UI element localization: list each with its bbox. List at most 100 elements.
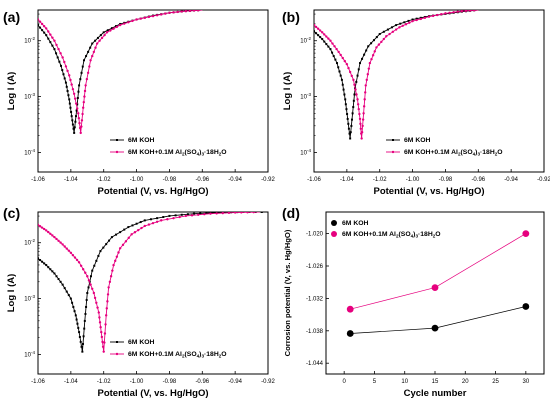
data-point — [314, 23, 316, 27]
data-point — [346, 330, 354, 337]
data-point — [354, 88, 357, 91]
data-point — [80, 125, 83, 128]
data-point — [75, 109, 78, 112]
data-point — [109, 275, 113, 278]
data-point — [73, 256, 77, 259]
data-point — [377, 43, 381, 46]
data-point — [68, 74, 71, 77]
legend-label-part: (SO — [461, 149, 473, 156]
data-point — [131, 224, 134, 227]
data-point — [71, 119, 74, 122]
data-point — [355, 80, 358, 83]
data-point — [79, 131, 82, 135]
data-point — [348, 70, 352, 74]
data-point — [351, 112, 354, 115]
data-point — [110, 236, 113, 239]
data-point — [63, 287, 66, 290]
data-point — [70, 115, 73, 118]
data-point — [115, 255, 119, 258]
data-point — [329, 39, 332, 42]
data-point — [329, 48, 332, 51]
data-point — [59, 52, 62, 55]
data-point — [411, 18, 414, 21]
data-point — [337, 50, 340, 54]
data-point — [350, 118, 353, 121]
data-point — [334, 58, 337, 61]
y-axis-label: Log I (A) — [6, 274, 17, 313]
data-point — [172, 216, 175, 220]
legend-label: 6M KOH — [342, 220, 369, 227]
legend-label-part: ) — [475, 149, 477, 156]
data-point — [143, 16, 146, 20]
data-point — [71, 301, 74, 304]
data-point — [69, 297, 72, 300]
data-point — [71, 123, 74, 126]
x-tick-label: -0.96 — [195, 177, 209, 183]
data-point — [178, 215, 181, 219]
x-tick-label: -0.92 — [261, 379, 275, 385]
y-tick-base: 10 — [24, 352, 31, 358]
data-point — [74, 314, 77, 317]
legend-subscript: 2 — [182, 354, 185, 359]
data-point — [149, 218, 152, 221]
data-point — [352, 99, 355, 102]
data-point — [87, 50, 90, 53]
data-point — [314, 30, 315, 33]
x-tick-label: -1.02 — [97, 379, 111, 385]
data-point — [356, 74, 359, 77]
data-point — [174, 214, 177, 217]
data-point — [246, 212, 249, 214]
data-point — [172, 11, 175, 14]
data-point — [360, 130, 364, 134]
data-point — [359, 122, 362, 126]
data-point — [71, 253, 75, 257]
y-tick-base: 10 — [24, 39, 31, 45]
data-point — [87, 279, 91, 282]
data-point — [61, 56, 64, 59]
legend-subscript: 3 — [201, 152, 204, 157]
data-point — [108, 239, 111, 242]
data-point — [123, 22, 126, 25]
series-line — [38, 212, 260, 352]
y-tick-base: 10 — [300, 95, 307, 101]
y-tick-base: 10 — [300, 150, 307, 156]
data-point — [123, 228, 126, 231]
x-tick-label: -1.00 — [130, 379, 144, 385]
data-point — [135, 18, 138, 21]
series-0 — [38, 10, 203, 134]
data-point — [356, 103, 360, 106]
data-point — [80, 345, 83, 348]
data-point — [357, 68, 360, 71]
data-point — [336, 62, 338, 65]
data-point — [127, 226, 130, 229]
x-tick-label: -0.94 — [504, 177, 518, 183]
x-tick-label: -1.04 — [340, 177, 354, 183]
data-point — [339, 53, 342, 57]
data-point — [68, 98, 71, 101]
data-point — [56, 56, 59, 59]
data-point — [91, 54, 94, 58]
data-point — [388, 32, 391, 36]
data-point — [346, 113, 349, 116]
legend-marker — [331, 231, 337, 237]
data-point — [331, 51, 334, 54]
series-line — [350, 233, 526, 310]
data-point — [211, 212, 214, 214]
data-point — [91, 287, 94, 291]
data-point — [83, 327, 86, 330]
x-tick-label: 25 — [492, 379, 499, 385]
data-point — [419, 17, 422, 21]
data-point — [176, 10, 179, 14]
legend-subscript: 2 — [396, 234, 399, 239]
data-point — [350, 124, 353, 127]
data-point — [97, 254, 100, 257]
legend-label-part: (SO — [185, 351, 197, 358]
legend-subscript: 4 — [411, 234, 414, 239]
data-point — [81, 342, 84, 345]
y-tick-exponent: -4 — [307, 148, 311, 153]
data-point — [66, 69, 69, 73]
legend-label: 6M KOH — [404, 137, 431, 144]
data-point — [408, 21, 411, 24]
